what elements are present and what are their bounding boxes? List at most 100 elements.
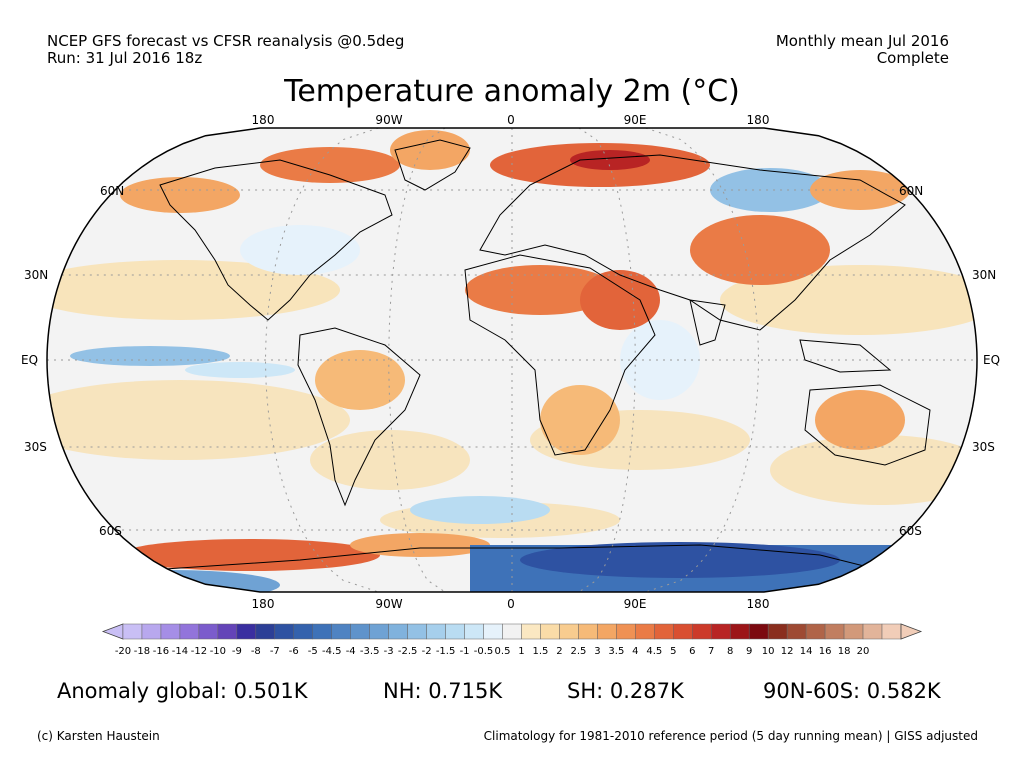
lon-label-top: 180	[746, 113, 770, 127]
colorbar-tick-label: -4	[346, 646, 356, 657]
warm-region	[315, 350, 405, 410]
colorbar-tick-label: -2	[422, 646, 432, 657]
colorbar-tick-label: 0.5	[495, 646, 511, 657]
colorbar-swatch	[635, 623, 655, 640]
colorbar-swatch	[521, 623, 541, 640]
cool-region	[240, 225, 360, 275]
run-time: Run: 31 Jul 2016 18z	[47, 49, 203, 67]
meridian-line	[388, 128, 446, 592]
colorbar-swatch	[673, 623, 693, 640]
map-title: Temperature anomaly 2m (°C)	[284, 74, 740, 109]
colorbar-swatch	[122, 623, 143, 640]
colorbar-swatch	[881, 623, 902, 640]
colorbar-swatch	[748, 623, 769, 640]
credit-text: (c) Karsten Haustein	[37, 729, 160, 743]
cool-region	[710, 168, 830, 212]
cool-region	[70, 346, 230, 366]
colorbar-tick-label: -5	[308, 646, 318, 657]
colorbar-tick-label: -10	[210, 646, 226, 657]
colorbar-swatch	[805, 623, 826, 640]
coastline	[689, 299, 726, 346]
colorbar-swatch	[160, 623, 181, 640]
cool-region	[185, 362, 295, 378]
lon-label-bottom: 180	[746, 597, 770, 611]
colorbar-tick-label: 10	[762, 646, 775, 657]
colorbar-swatch	[426, 623, 446, 640]
warm-region	[810, 170, 910, 210]
colorbar-swatch	[710, 623, 731, 640]
colorbar-tick-label: -3.5	[360, 646, 380, 657]
coastlines	[139, 139, 931, 592]
warm-region	[690, 215, 830, 285]
warm-region	[120, 539, 380, 571]
colorbar-swatch	[616, 623, 636, 640]
coastline	[159, 159, 393, 321]
colorbar-tick-label: 6	[689, 646, 695, 657]
colorbar-max-arrow	[900, 623, 923, 640]
colorbar-swatch	[274, 623, 295, 640]
colorbar-tick-label: 2	[556, 646, 562, 657]
colorbar-swatch	[445, 623, 465, 640]
polar-anomaly: 90N-60S: 0.582K	[763, 679, 941, 703]
graticule	[47, 128, 977, 592]
meridian-line	[645, 128, 760, 592]
lon-label-bottom: 0	[507, 597, 515, 611]
warm-region	[770, 435, 977, 505]
colorbar-tick-label: 8	[727, 646, 733, 657]
coastline	[394, 139, 471, 191]
colorbar: -20 -18 -16 -14 -12 -10 -9 -8 -7 -6 -5 -4.5 -4 -3.5 -3…	[101, 623, 923, 657]
colorbar-swatch	[654, 623, 674, 640]
model-description: NCEP GFS forecast vs CFSR reanalysis @0.…	[47, 32, 405, 50]
colorbar-tick-label: 4	[632, 646, 638, 657]
lat-label-left: 30N	[24, 268, 49, 282]
colorbar-swatch	[578, 623, 598, 640]
lon-label-top: 180	[251, 113, 275, 127]
colorbar-tick-label: -0.5	[474, 646, 494, 657]
colorbar-swatch	[255, 623, 276, 640]
colorbar-min-arrow	[101, 623, 124, 640]
colorbar-tick-label: -1	[460, 646, 470, 657]
colorbar-tick-label: -16	[153, 646, 169, 657]
warm-region	[720, 265, 977, 335]
warm-region	[390, 130, 470, 170]
cool-region	[410, 496, 550, 524]
colorbar-swatch	[388, 623, 408, 640]
lon-label-top: 0	[507, 113, 515, 127]
colorbar-swatch	[293, 623, 314, 640]
lat-label-right: EQ	[983, 353, 1001, 367]
lat-label-right: 60N	[899, 184, 924, 198]
colorbar-tick-label: 5	[670, 646, 676, 657]
coastline	[464, 254, 656, 456]
colorbar-tick-label: 9	[746, 646, 752, 657]
lon-label-top: 90E	[623, 113, 647, 127]
colorbar-tick-label: -3	[384, 646, 394, 657]
colorbar-swatch	[179, 623, 200, 640]
colorbar-tick-label: 3	[594, 646, 600, 657]
lon-label-bottom: 90E	[623, 597, 647, 611]
lat-label-left: 60S	[99, 524, 122, 538]
colorbar-swatch	[843, 623, 864, 640]
coastline	[479, 154, 906, 331]
colorbar-tick-label: -8	[251, 646, 261, 657]
status-label: Complete	[876, 49, 949, 67]
period-label: Monthly mean Jul 2016	[775, 32, 949, 50]
cool-region	[620, 320, 700, 400]
climatology-note: Climatology for 1981-2010 reference peri…	[483, 729, 978, 743]
coastline	[799, 339, 892, 373]
colorbar-swatch	[862, 623, 883, 640]
colorbar-swatch	[786, 623, 807, 640]
colorbar-tick-label: -14	[172, 646, 188, 657]
warm-region	[310, 430, 470, 490]
lon-label-bottom: 180	[251, 597, 275, 611]
colorbar-swatch	[824, 623, 845, 640]
colorbar-swatch	[350, 623, 370, 640]
warm-region	[47, 260, 340, 320]
colorbar-swatch	[312, 623, 332, 640]
coastline	[804, 384, 931, 466]
globe-outline	[46, 127, 978, 593]
colorbar-swatch	[331, 623, 351, 640]
colorbar-swatch	[729, 623, 750, 640]
colorbar-tick-label: 3.5	[608, 646, 624, 657]
colorbar-tick-label: -2.5	[398, 646, 418, 657]
colorbar-tick-label: 20	[857, 646, 870, 657]
